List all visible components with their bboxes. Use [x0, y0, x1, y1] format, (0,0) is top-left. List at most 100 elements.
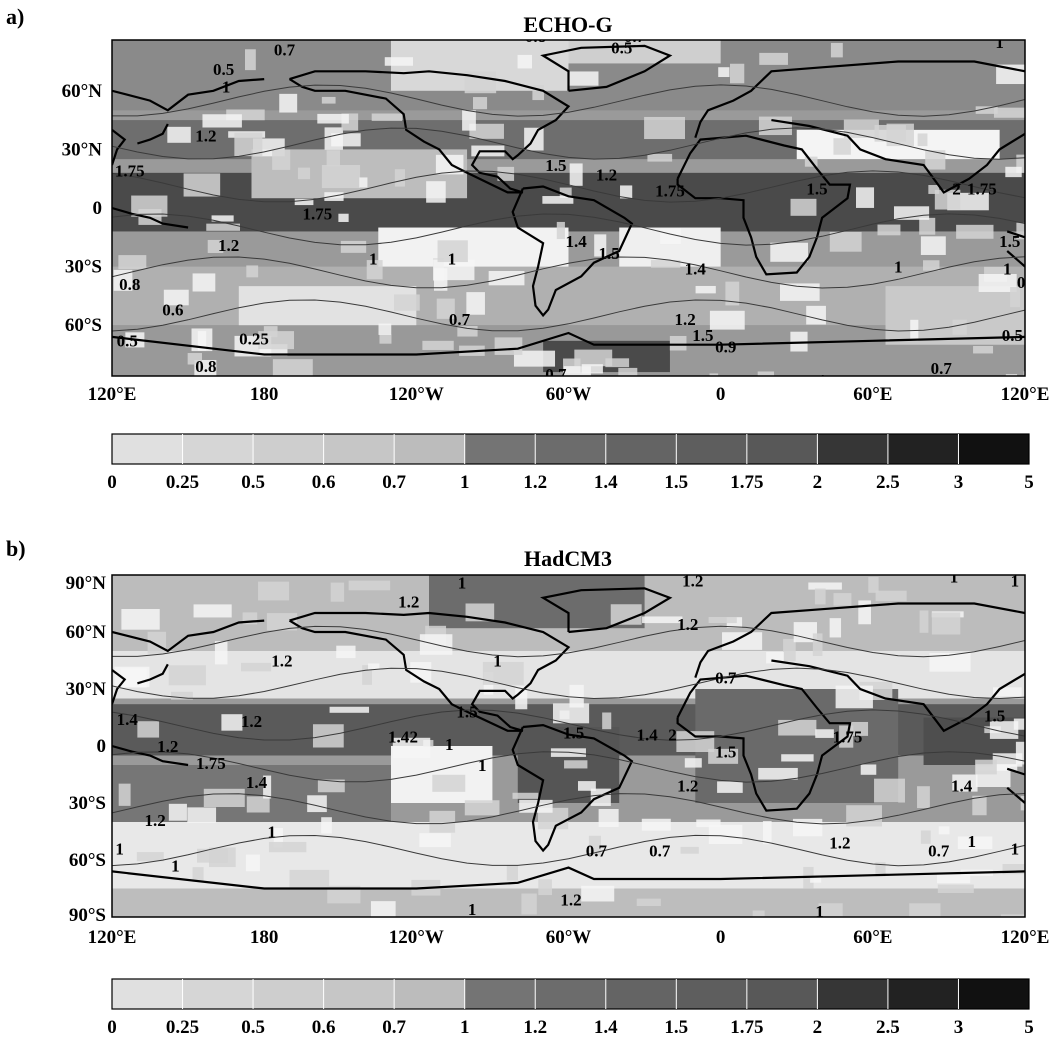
shaded-cell: [708, 616, 737, 624]
shaded-cell: [331, 133, 361, 147]
shaded-cell: [202, 114, 242, 128]
shaded-cell: [956, 224, 994, 239]
shaded-cell: [521, 893, 537, 915]
shaded-cell: [419, 833, 451, 848]
contour-label: 0.7: [545, 365, 567, 384]
shaded-cell: [317, 113, 349, 124]
shaded-cell: [206, 223, 241, 231]
shaded-cell: [602, 712, 612, 730]
colorbar-tick-label: 1.5: [664, 472, 688, 493]
shaded-cell: [279, 93, 298, 113]
contour-label: 1.4: [117, 710, 139, 729]
contour-label: 1.5: [598, 244, 619, 263]
shaded-cell: [517, 54, 533, 69]
shaded-cell: [258, 331, 295, 350]
shaded-cell: [647, 153, 673, 162]
colorbar-swatch: [817, 979, 889, 1009]
latitude-tick-label: 60°N: [66, 622, 107, 643]
longitude-tick-label: 180: [250, 384, 279, 405]
coastline: [1006, 767, 1025, 776]
contour-label: 1.2: [682, 572, 703, 591]
shaded-cell: [722, 632, 763, 650]
shaded-cell: [329, 706, 370, 713]
shaded-cell: [752, 910, 765, 917]
shaded-cell: [552, 703, 590, 724]
coastline: [112, 331, 1025, 356]
colorbar-swatch: [605, 979, 677, 1009]
shaded-cell: [246, 796, 270, 813]
shaded-cell: [792, 818, 823, 837]
shaded-cell: [567, 71, 599, 86]
shaded-cell: [437, 240, 468, 263]
colorbar-tick-label: 1.4: [594, 472, 618, 493]
shaded-cell: [598, 809, 619, 827]
shaded-cell: [422, 340, 454, 350]
shaded-cell: [384, 57, 414, 66]
shaded-cell: [641, 818, 671, 831]
shaded-cell: [695, 285, 716, 294]
colorbar-swatch: [887, 979, 959, 1009]
colorbar-tick-label: 0.6: [312, 1017, 336, 1038]
shaded-cell: [163, 289, 189, 306]
panel-a-frame: [111, 39, 1026, 377]
shaded-cell: [262, 375, 292, 376]
panel-b-coastlines: [112, 587, 1025, 890]
shaded-cell: [457, 326, 478, 337]
colorbar-swatch: [958, 979, 1030, 1009]
colorbar-tick-label: 1.75: [730, 1017, 763, 1038]
contour-line: [112, 625, 1025, 658]
shaded-cell: [410, 662, 432, 683]
coastline: [112, 619, 265, 653]
contour-label: 1.2: [157, 737, 178, 756]
longitude-tick-label: 120°E: [1001, 927, 1050, 948]
contour-label: 1: [478, 756, 487, 775]
shaded-cell: [192, 867, 204, 882]
contour-label: 1.4: [246, 773, 268, 792]
contour-label: 1: [445, 735, 454, 754]
shaded-cell: [171, 691, 193, 700]
shaded-cell: [992, 687, 1022, 697]
shaded-cell: [877, 224, 901, 236]
contour-line: [112, 256, 1025, 289]
latitude-tick-label: 90°N: [66, 573, 107, 594]
shaded-cell: [429, 810, 456, 833]
latitude-tick-label: 60°S: [69, 850, 106, 871]
shaded-cell: [875, 590, 907, 602]
longitude-tick-label: 0: [716, 927, 726, 948]
shaded-cell: [1010, 287, 1021, 308]
contour-label: 0.5: [611, 39, 632, 58]
shaded-cell: [183, 173, 221, 197]
contour-label: 1: [115, 839, 124, 858]
contour-label: 1.5: [999, 232, 1020, 251]
colorbar-swatch: [323, 434, 395, 464]
colorbar-tick-label: 1.75: [730, 472, 763, 493]
shaded-cell: [187, 807, 217, 823]
shaded-cell: [569, 163, 583, 186]
shaded-cell: [957, 836, 993, 849]
contour-label: 0.8: [119, 275, 140, 294]
shaded-cell: [860, 764, 877, 775]
contour-line: [112, 793, 1025, 825]
contour-label: 1.5: [806, 179, 827, 198]
contour-label: 0.5: [117, 332, 138, 351]
shaded-cell: [605, 358, 630, 368]
shaded-cell: [556, 221, 565, 240]
shaded-cell: [829, 618, 842, 638]
contour-label: 1.2: [144, 811, 165, 830]
contour-label: 1: [1011, 839, 1020, 858]
shaded-cell: [241, 662, 272, 672]
shaded-cell: [833, 593, 852, 606]
contour-label: 1.2: [218, 236, 239, 255]
contour-label: 1.2: [241, 712, 262, 731]
contour-label: 1.75: [196, 754, 226, 773]
shaded-cell: [515, 686, 528, 710]
shaded-cell: [644, 116, 686, 140]
shaded-cell: [362, 665, 372, 685]
shaded-cell: [1020, 796, 1025, 811]
shaded-cell: [532, 85, 545, 101]
contour-label: 2: [952, 179, 961, 198]
shaded-cell: [594, 234, 607, 257]
latitude-tick-label: 60°N: [62, 81, 103, 102]
contour-line: [112, 709, 1025, 741]
shaded-cell: [917, 133, 928, 147]
